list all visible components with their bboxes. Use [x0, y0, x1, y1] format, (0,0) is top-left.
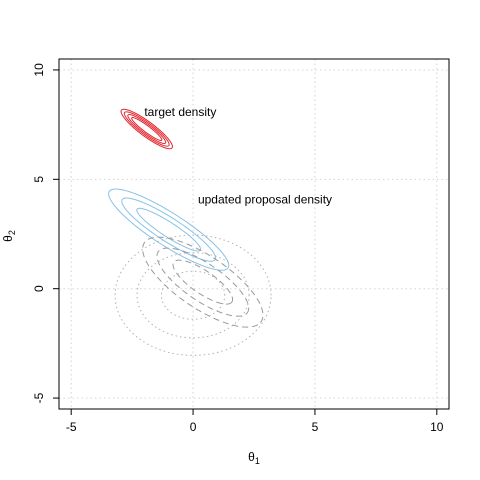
y-tick-label: -5 [32, 392, 46, 403]
contour-line [132, 118, 162, 141]
x-axis-label: θ1 [248, 450, 260, 466]
contour-line [128, 115, 166, 144]
x-tick-label: 5 [312, 420, 319, 434]
annotation-label: updated proposal density [198, 192, 332, 206]
contour-series-2 [143, 237, 263, 327]
y-tick-label: 10 [32, 63, 46, 77]
contour-line [173, 260, 233, 304]
plot-frame [59, 59, 449, 409]
x-tick-label: 0 [190, 420, 197, 434]
axis-ticks: -5 0 5 10 -5 0 5 10 [32, 63, 444, 434]
x-tick-label: 10 [430, 420, 444, 434]
contour-line [143, 237, 263, 327]
y-tick-label: 5 [32, 176, 46, 183]
contour-line [137, 208, 201, 251]
x-tick-label: -5 [66, 420, 77, 434]
grid-lines [59, 59, 449, 409]
contour-line [122, 198, 216, 261]
annotation-label: target density [144, 105, 216, 119]
y-axis-label: θ2 [1, 230, 17, 242]
contour-plot-area [109, 109, 271, 355]
contour-line [157, 248, 249, 316]
y-tick-label: 0 [32, 285, 46, 292]
annotations: target density updated proposal density [144, 105, 332, 207]
